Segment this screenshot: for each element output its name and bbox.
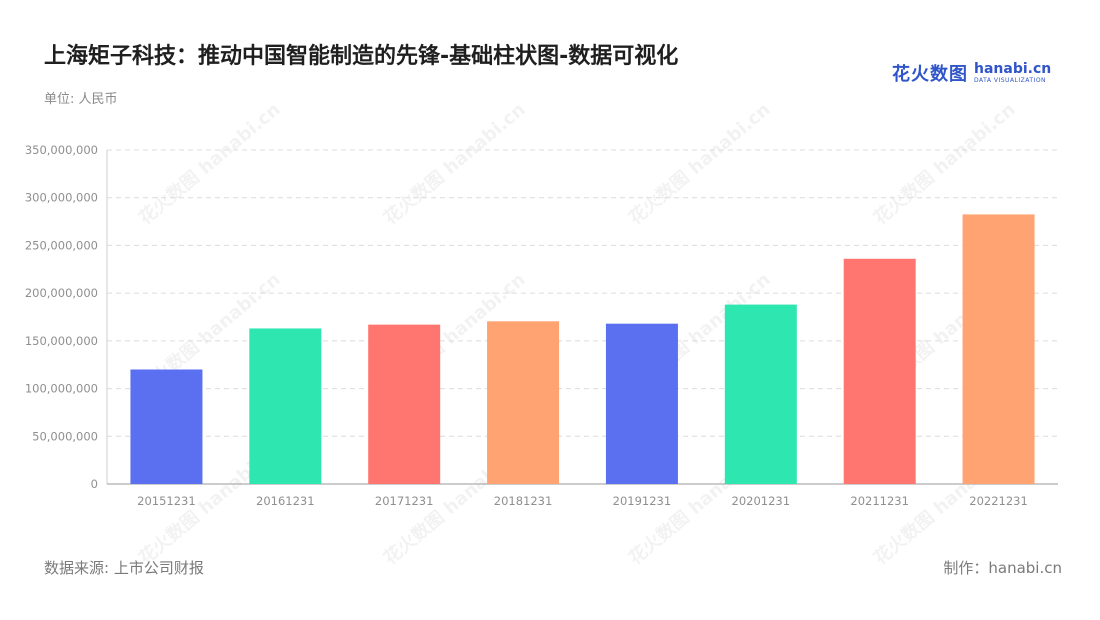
y-tick-label: 150,000,000 bbox=[25, 334, 98, 348]
x-tick-label: 20221231 bbox=[969, 494, 1028, 508]
x-tick-label: 20181231 bbox=[494, 494, 553, 508]
bar bbox=[962, 214, 1035, 484]
y-tick-label: 200,000,000 bbox=[25, 286, 98, 300]
x-tick-label: 20161231 bbox=[256, 494, 315, 508]
x-tick-label: 20211231 bbox=[850, 494, 909, 508]
logo-en-text: hanabi.cn bbox=[974, 61, 1052, 77]
unit-label: 单位: 人民币 bbox=[44, 92, 118, 107]
x-tick-label: 20151231 bbox=[137, 494, 196, 508]
data-source: 数据来源: 上市公司财报 bbox=[44, 559, 204, 577]
y-tick-label: 100,000,000 bbox=[25, 382, 98, 396]
bar bbox=[130, 369, 203, 484]
brand-logo: 花火数图 hanabi.cn DATA VISUALIZATION bbox=[892, 60, 1051, 86]
logo-cn-text: 花火数图 bbox=[892, 64, 968, 85]
chart-title: 上海矩子科技：推动中国智能制造的先锋-基础柱状图-数据可视化 bbox=[44, 44, 679, 69]
bar bbox=[368, 324, 441, 484]
bar bbox=[724, 304, 797, 484]
y-tick-label: 50,000,000 bbox=[32, 429, 98, 443]
y-tick-label: 300,000,000 bbox=[25, 191, 98, 205]
logo-sub-text: DATA VISUALIZATION bbox=[974, 77, 1047, 84]
x-tick-label: 20201231 bbox=[732, 494, 791, 508]
y-tick-label: 350,000,000 bbox=[25, 143, 98, 157]
bar bbox=[843, 258, 916, 484]
y-tick-label: 0 bbox=[91, 477, 98, 491]
bar bbox=[605, 323, 678, 484]
logo-en-block: hanabi.cn DATA VISUALIZATION bbox=[974, 62, 1051, 84]
y-tick-label: 250,000,000 bbox=[25, 238, 98, 252]
x-tick-label: 20191231 bbox=[613, 494, 672, 508]
credit-text: 制作：hanabi.cn bbox=[943, 559, 1062, 577]
x-tick-label: 20171231 bbox=[375, 494, 434, 508]
bar bbox=[249, 328, 322, 484]
bar bbox=[487, 321, 560, 484]
